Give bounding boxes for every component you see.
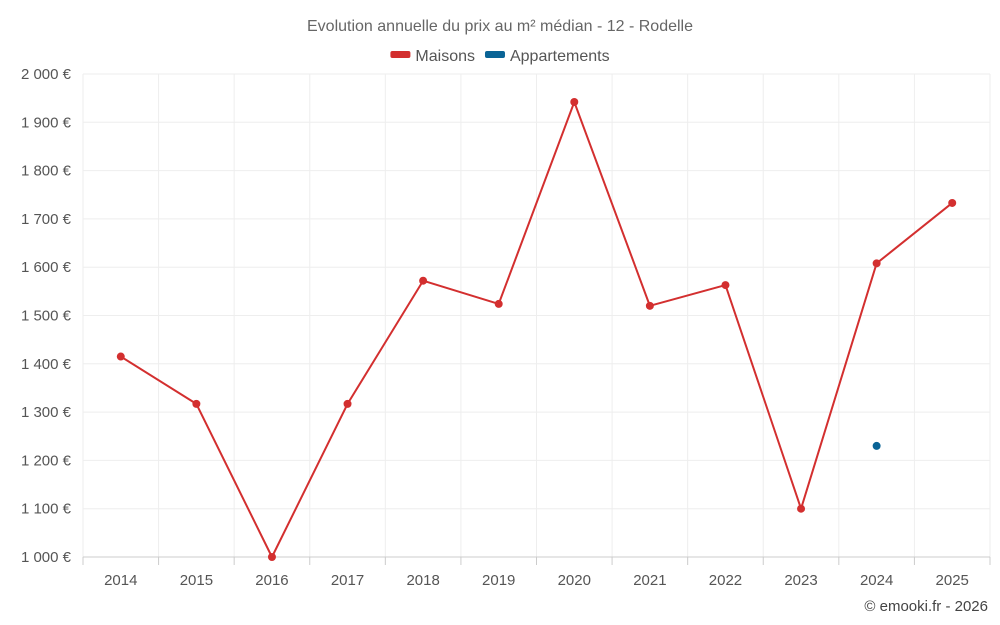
- x-tick-label: 2016: [255, 572, 288, 589]
- y-tick-label: 1 900 €: [21, 114, 72, 131]
- y-tick-label: 1 800 €: [21, 163, 72, 180]
- x-tick-label: 2024: [860, 572, 893, 589]
- data-point[interactable]: [419, 276, 428, 285]
- y-tick-label: 1 400 €: [21, 356, 72, 373]
- chart-title: Evolution annuelle du prix au m² médian …: [307, 18, 693, 35]
- data-point[interactable]: [116, 352, 125, 361]
- x-tick-label: 2021: [633, 572, 666, 589]
- data-point[interactable]: [797, 504, 806, 513]
- legend-item-maisons[interactable]: Maisons: [390, 48, 475, 65]
- y-tick-label: 1 200 €: [21, 452, 72, 469]
- series-line: [120, 101, 953, 558]
- y-tick-label: 2 000 €: [21, 66, 72, 83]
- legend-swatch: [390, 51, 411, 58]
- y-axis: 1 000 € 1 100 € 1 200 € 1 300 € 1 400 € 1 500…: [21, 66, 72, 566]
- legend-item-appartements[interactable]: Appartements: [484, 48, 610, 65]
- data-point[interactable]: [343, 399, 352, 408]
- data-point[interactable]: [721, 281, 730, 290]
- x-tick-label: 2020: [558, 572, 591, 589]
- y-tick-label: 1 500 €: [21, 308, 72, 325]
- x-tick-label: 2025: [936, 572, 969, 589]
- x-tick-label: 2014: [104, 572, 137, 589]
- data-point[interactable]: [570, 98, 579, 107]
- y-tick-label: 1 300 €: [21, 404, 72, 421]
- y-tick-label: 1 000 €: [21, 549, 72, 566]
- x-tick-label: 2023: [784, 572, 817, 589]
- data-point[interactable]: [872, 259, 881, 268]
- grid: [82, 73, 991, 558]
- x-tick-label: 2015: [180, 572, 213, 589]
- series-appartements: [872, 441, 881, 450]
- legend-label: Maisons: [415, 48, 475, 65]
- y-tick-label: 1 700 €: [21, 211, 72, 228]
- series-layer: [116, 98, 957, 561]
- legend: Maisons Appartements: [390, 48, 610, 65]
- x-tick-label: 2022: [709, 572, 742, 589]
- series-maisons: [116, 98, 957, 561]
- x-tick-label: 2019: [482, 572, 515, 589]
- legend-label: Appartements: [510, 48, 610, 65]
- data-point[interactable]: [948, 198, 957, 207]
- y-tick-label: 1 600 €: [21, 259, 72, 276]
- x-axis: 2014 2015 2016 2017 2018 2019 2020 2021 2022 2023…: [82, 556, 991, 589]
- x-tick-label: 2018: [406, 572, 439, 589]
- data-point[interactable]: [494, 299, 503, 308]
- data-point[interactable]: [872, 441, 881, 450]
- x-tick-label: 2017: [331, 572, 364, 589]
- credit-text: © emooki.fr - 2026: [864, 598, 988, 615]
- y-tick-label: 1 100 €: [21, 501, 72, 518]
- legend-swatch: [484, 51, 505, 58]
- data-point[interactable]: [645, 301, 654, 310]
- data-point[interactable]: [267, 553, 276, 561]
- data-point[interactable]: [192, 399, 201, 408]
